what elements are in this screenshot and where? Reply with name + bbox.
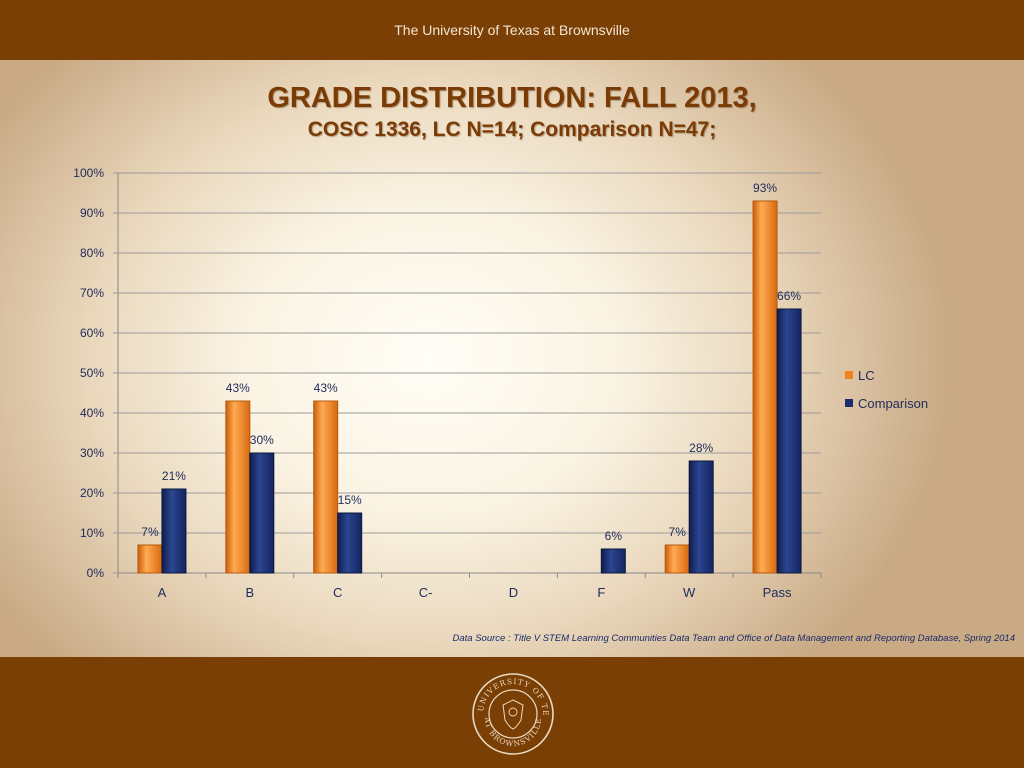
bar-comparison	[776, 308, 802, 574]
header-bar: The University of Texas at Brownsville	[0, 0, 1024, 60]
university-name: The University of Texas at Brownsville	[394, 22, 630, 38]
bar-lc	[137, 544, 163, 574]
seal-top-text: THE UNIVERSITY OF TEXAS	[471, 672, 549, 717]
data-label-comparison: 30%	[250, 433, 274, 447]
bar-chart: 0% 10% 20% 30% 40% 50% 60% 70% 80% 90% 100% A B C C- D F…	[73, 166, 822, 600]
data-label-comparison: 28%	[689, 441, 713, 455]
data-source-note: Data Source : Title V STEM Learning Comm…	[452, 633, 1015, 644]
data-label-comparison: 15%	[338, 493, 362, 507]
legend-swatch-comparison	[845, 399, 853, 407]
bar-lc	[225, 400, 251, 574]
university-seal: THE UNIVERSITY OF TEXAS AT BROWNSVILLE	[471, 672, 554, 755]
bar-comparison	[249, 452, 275, 574]
data-label-lc: 43%	[226, 381, 250, 395]
legend-label-comparison: Comparison	[858, 395, 929, 411]
bar-lc	[313, 400, 339, 574]
data-label-comparison: 21%	[162, 469, 186, 483]
data-label-comparison: 6%	[605, 529, 623, 543]
legend-item-lc: LC	[845, 361, 928, 389]
x-tick-label: Pass	[763, 585, 792, 600]
x-tick-label: B	[245, 585, 254, 600]
svg-text:AT BROWNSVILLE: AT BROWNSVILLE	[483, 716, 543, 748]
x-tick-label: C-	[419, 585, 433, 600]
data-label-comparison: 66%	[777, 289, 801, 303]
seal-bottom-text: AT BROWNSVILLE	[483, 716, 542, 748]
data-label-lc: 7%	[669, 525, 687, 539]
y-tick-label: 30%	[80, 446, 104, 460]
y-tick-label: 10%	[80, 526, 104, 540]
y-tick-label: 20%	[80, 486, 104, 500]
bar-lc	[752, 200, 778, 574]
footer-bar	[0, 657, 1024, 768]
data-label-lc: 43%	[314, 381, 338, 395]
legend-swatch-lc	[845, 371, 853, 379]
y-tick-label: 40%	[80, 406, 104, 420]
data-label-lc: 93%	[753, 181, 777, 195]
y-tick-label: 70%	[80, 286, 104, 300]
legend-item-comparison: Comparison	[845, 389, 928, 417]
chart-legend: LC Comparison	[845, 361, 928, 417]
slide-title: GRADE DISTRIBUTION: FALL 2013,	[267, 82, 757, 114]
bar-comparison	[337, 512, 363, 574]
x-tick-label: A	[158, 585, 167, 600]
legend-label-lc: LC	[858, 367, 875, 383]
y-tick-label: 80%	[80, 246, 104, 260]
y-tick-label: 50%	[80, 366, 104, 380]
y-tick-label: 0%	[87, 566, 105, 580]
x-tick-label: W	[683, 585, 696, 600]
y-tick-label: 60%	[80, 326, 104, 340]
x-tick-label: C	[333, 585, 342, 600]
bar-comparison	[161, 488, 187, 574]
data-label-lc: 7%	[141, 525, 159, 539]
y-tick-label: 90%	[80, 206, 104, 220]
x-tick-label: F	[597, 585, 605, 600]
bar-lc	[664, 544, 690, 574]
bar-comparison	[600, 548, 626, 574]
x-tick-label: D	[509, 585, 518, 600]
svg-text:THE UNIVERSITY OF TEXAS: THE UNIVERSITY OF TEXAS	[471, 672, 550, 717]
slide-subtitle: COSC 1336, LC N=14; Comparison N=47;	[307, 118, 717, 141]
bar-comparison	[688, 460, 714, 574]
y-tick-label: 100%	[73, 166, 104, 180]
